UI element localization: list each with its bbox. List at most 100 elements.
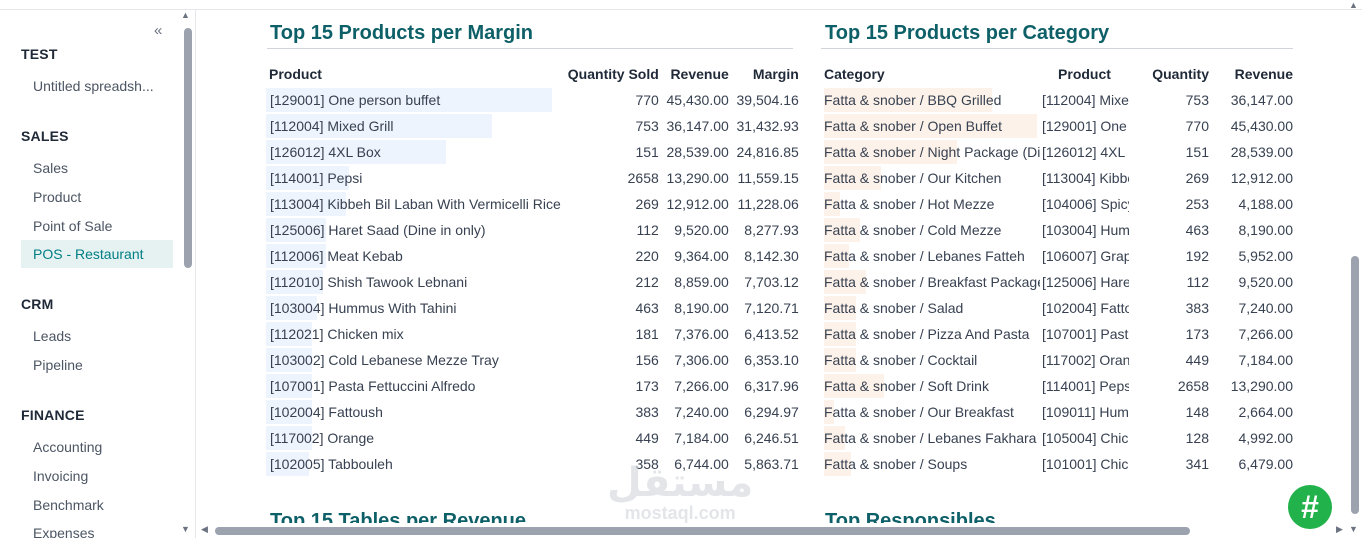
category-cell[interactable]: Fatta & snober / Pizza And Pasta	[824, 321, 1040, 347]
table-row[interactable]: [102004] Fattoush 383 7,240.00 6,294.97	[266, 399, 799, 425]
table-row[interactable]: [113004] Kibbeh Bil Laban With Vermicell…	[266, 191, 799, 217]
sidebar-scrollbar[interactable]	[184, 28, 192, 268]
table-row[interactable]: Fatta & snober / Our Breakfast [109011] H…	[824, 399, 1293, 425]
column-header-revenue[interactable]: Revenue	[1234, 66, 1293, 82]
column-header-category[interactable]: Category	[824, 66, 885, 82]
product-cell[interactable]: [112010] Shish Tawook Lebnani	[266, 269, 561, 295]
scroll-down-arrow-icon[interactable]: ▼	[1349, 524, 1358, 534]
category-cell[interactable]: Fatta & snober / Soft Drink	[824, 373, 1040, 399]
product-cell[interactable]: [102005] Tabbouleh	[266, 451, 561, 477]
product-cell[interactable]: [129001] One person buffet	[266, 87, 561, 113]
product-cell[interactable]: [112004] Mixed	[1042, 92, 1129, 108]
product-cell[interactable]: [126012] 4XL B	[1042, 144, 1129, 160]
sidebar-item-point-of-sale[interactable]: Point of Sale	[33, 218, 113, 234]
category-cell[interactable]: Fatta & snober / Our Breakfast	[824, 399, 1040, 425]
product-cell[interactable]: [101001] Chick	[1042, 456, 1129, 472]
product-cell[interactable]: [107001] Pasta Fettuccini Alfredo	[266, 373, 561, 399]
scroll-up-arrow-icon[interactable]: ▲	[1349, 0, 1358, 10]
sidebar-item-invoicing[interactable]: Invoicing	[33, 468, 89, 484]
category-cell[interactable]: Fatta & snober / Our Kitchen	[824, 165, 1040, 191]
column-header-revenue[interactable]: Revenue	[670, 66, 729, 82]
product-cell[interactable]: [103002] Cold Lebanese Mezze Tray	[266, 347, 561, 373]
product-cell[interactable]: [102004] Fattoush	[266, 399, 561, 425]
column-header-quantity-sold[interactable]: Quantity Sold	[567, 66, 659, 82]
sidebar-item-pipeline[interactable]: Pipeline	[33, 357, 83, 373]
category-cell[interactable]: Fatta & snober / Soups	[824, 451, 1040, 477]
sidebar-item-product[interactable]: Product	[33, 189, 82, 205]
product-cell[interactable]: [103004] Humn	[1042, 222, 1129, 238]
product-cell[interactable]: [102004] Fattou	[1042, 300, 1129, 316]
product-cell[interactable]: [112006] Meat Kebab	[266, 243, 561, 269]
product-cell[interactable]: [105004] Chick	[1042, 430, 1129, 446]
product-cell[interactable]: [113004] Kibbel	[1042, 170, 1129, 186]
sidebar-item-benchmark[interactable]: Benchmark	[33, 497, 104, 513]
table-row[interactable]: [103004] Hummus With Tahini 463 8,190.00 7,…	[266, 295, 799, 321]
table-row[interactable]: Fatta & snober / Cold Mezze [103004] Humn…	[824, 217, 1293, 243]
table-row[interactable]: [114001] Pepsi 2658 13,290.00 11,559.15	[266, 165, 799, 191]
product-cell[interactable]: [125006] Haret	[1042, 274, 1129, 290]
column-header-product[interactable]: Product	[269, 66, 322, 82]
product-cell[interactable]: [109011] Humn	[1042, 404, 1129, 420]
product-cell[interactable]: [114001] Pepsi	[1042, 378, 1129, 394]
table-row[interactable]: Fatta & snober / Hot Mezze [104006] Spicy…	[824, 191, 1293, 217]
product-cell[interactable]: [104006] Spicy	[1042, 196, 1129, 212]
table-row[interactable]: Fatta & snober / Salad[102004] Fattou 383…	[824, 295, 1293, 321]
scroll-right-arrow-icon[interactable]: ▶	[1336, 524, 1343, 534]
sidebar-item-pos-restaurant[interactable]: POS - Restaurant	[21, 240, 173, 268]
table-row[interactable]: Fatta & snober / Night Package (Dine [126…	[824, 139, 1293, 165]
column-header-margin[interactable]: Margin	[752, 66, 799, 82]
table-row[interactable]: Fatta & snober / Open Buffet [129001] One…	[824, 113, 1293, 139]
scroll-left-arrow-icon[interactable]: ◀	[201, 524, 208, 534]
category-cell[interactable]: Fatta & snober / Hot Mezze	[824, 191, 1040, 217]
category-cell[interactable]: Fatta & snober / Lebanes Fakhara	[824, 425, 1040, 451]
table-row[interactable]: [129001] One person buffet 770 45,430.00 39…	[266, 87, 799, 113]
sidebar-item-untitled-spreadsheet[interactable]: Untitled spreadsh...	[33, 78, 154, 94]
table-row[interactable]: [112004] Mixed Grill 753 36,147.00 31,432.9…	[266, 113, 799, 139]
main-vertical-scrollbar[interactable]	[1351, 256, 1359, 514]
table-row[interactable]: Fatta & snober / Lebanes Fatteh [106007] …	[824, 243, 1293, 269]
table-row[interactable]: Fatta & snober / Lebanes Fakhara [105004]…	[824, 425, 1293, 451]
main-horizontal-scrollbar[interactable]	[215, 527, 1190, 535]
table-row[interactable]: Fatta & snober / Cocktail [117002] Orang 4…	[824, 347, 1293, 373]
product-cell[interactable]: [106007] Grape	[1042, 248, 1129, 264]
product-cell[interactable]: [112004] Mixed Grill	[266, 113, 561, 139]
table-row[interactable]: [107001] Pasta Fettuccini Alfredo 173 7,26…	[266, 373, 799, 399]
product-cell[interactable]: [125006] Haret Saad (Dine in only)	[266, 217, 561, 243]
sidebar-item-sales[interactable]: Sales	[33, 160, 69, 176]
table-row[interactable]: [103002] Cold Lebanese Mezze Tray 156 7,30…	[266, 347, 799, 373]
sidebar-item-expenses[interactable]: Expenses	[33, 525, 95, 538]
table-row[interactable]: [117002] Orange 449 7,184.00 6,246.51	[266, 425, 799, 451]
category-cell[interactable]: Fatta & snober / Cold Mezze	[824, 217, 1040, 243]
category-cell[interactable]: Fatta & snober / Salad	[824, 295, 1040, 321]
scroll-up-arrow-icon[interactable]: ▲	[181, 10, 190, 20]
product-cell[interactable]: [117002] Orange	[266, 425, 561, 451]
category-cell[interactable]: Fatta & snober / Cocktail	[824, 347, 1040, 373]
table-row[interactable]: Fatta & snober / Breakfast Package ([125…	[824, 269, 1293, 295]
table-row[interactable]: Fatta & snober / Pizza And Pasta [107001]…	[824, 321, 1293, 347]
table-row[interactable]: [125006] Haret Saad (Dine in only) 112 9,5…	[266, 217, 799, 243]
product-cell[interactable]: [112021] Chicken mix	[266, 321, 561, 347]
column-header-product[interactable]: Product	[1058, 66, 1111, 82]
table-row[interactable]: Fatta & snober / Soups [101001] Chick 341 6…	[824, 451, 1293, 477]
product-cell[interactable]: [103004] Hummus With Tahini	[266, 295, 561, 321]
scroll-down-arrow-icon[interactable]: ▼	[181, 524, 190, 534]
table-row[interactable]: Fatta & snober / BBQ Grilled [112004] Mix…	[824, 87, 1293, 113]
category-cell[interactable]: Fatta & snober / BBQ Grilled	[824, 87, 1040, 113]
table-row[interactable]: [112021] Chicken mix 181 7,376.00 6,413.52	[266, 321, 799, 347]
product-cell[interactable]: [113004] Kibbeh Bil Laban With Vermicell…	[266, 191, 561, 217]
product-cell[interactable]: [126012] 4XL Box	[266, 139, 561, 165]
category-cell[interactable]: Fatta & snober / Night Package (Dine	[824, 139, 1040, 165]
sidebar-item-leads[interactable]: Leads	[33, 328, 72, 344]
product-cell[interactable]: [114001] Pepsi	[266, 165, 561, 191]
collapse-sidebar-icon[interactable]: «	[154, 22, 163, 39]
category-cell[interactable]: Fatta & snober / Lebanes Fatteh	[824, 243, 1040, 269]
table-row[interactable]: Fatta & snober / Soft Drink [114001] Peps…	[824, 373, 1293, 399]
table-row[interactable]: [112010] Shish Tawook Lebnani 212 8,859.00…	[266, 269, 799, 295]
table-row[interactable]: [126012] 4XL Box 151 28,539.00 24,816.85	[266, 139, 799, 165]
category-cell[interactable]: Fatta & snober / Breakfast Package (	[824, 269, 1040, 295]
product-cell[interactable]: [107001] Pasta	[1042, 326, 1129, 342]
product-cell[interactable]: [117002] Orang	[1042, 352, 1129, 368]
category-cell[interactable]: Fatta & snober / Open Buffet	[824, 113, 1040, 139]
table-row[interactable]: [112006] Meat Kebab 220 9,364.00 8,142.30	[266, 243, 799, 269]
table-row[interactable]: [102005] Tabbouleh 358 6,744.00 5,863.71	[266, 451, 799, 477]
